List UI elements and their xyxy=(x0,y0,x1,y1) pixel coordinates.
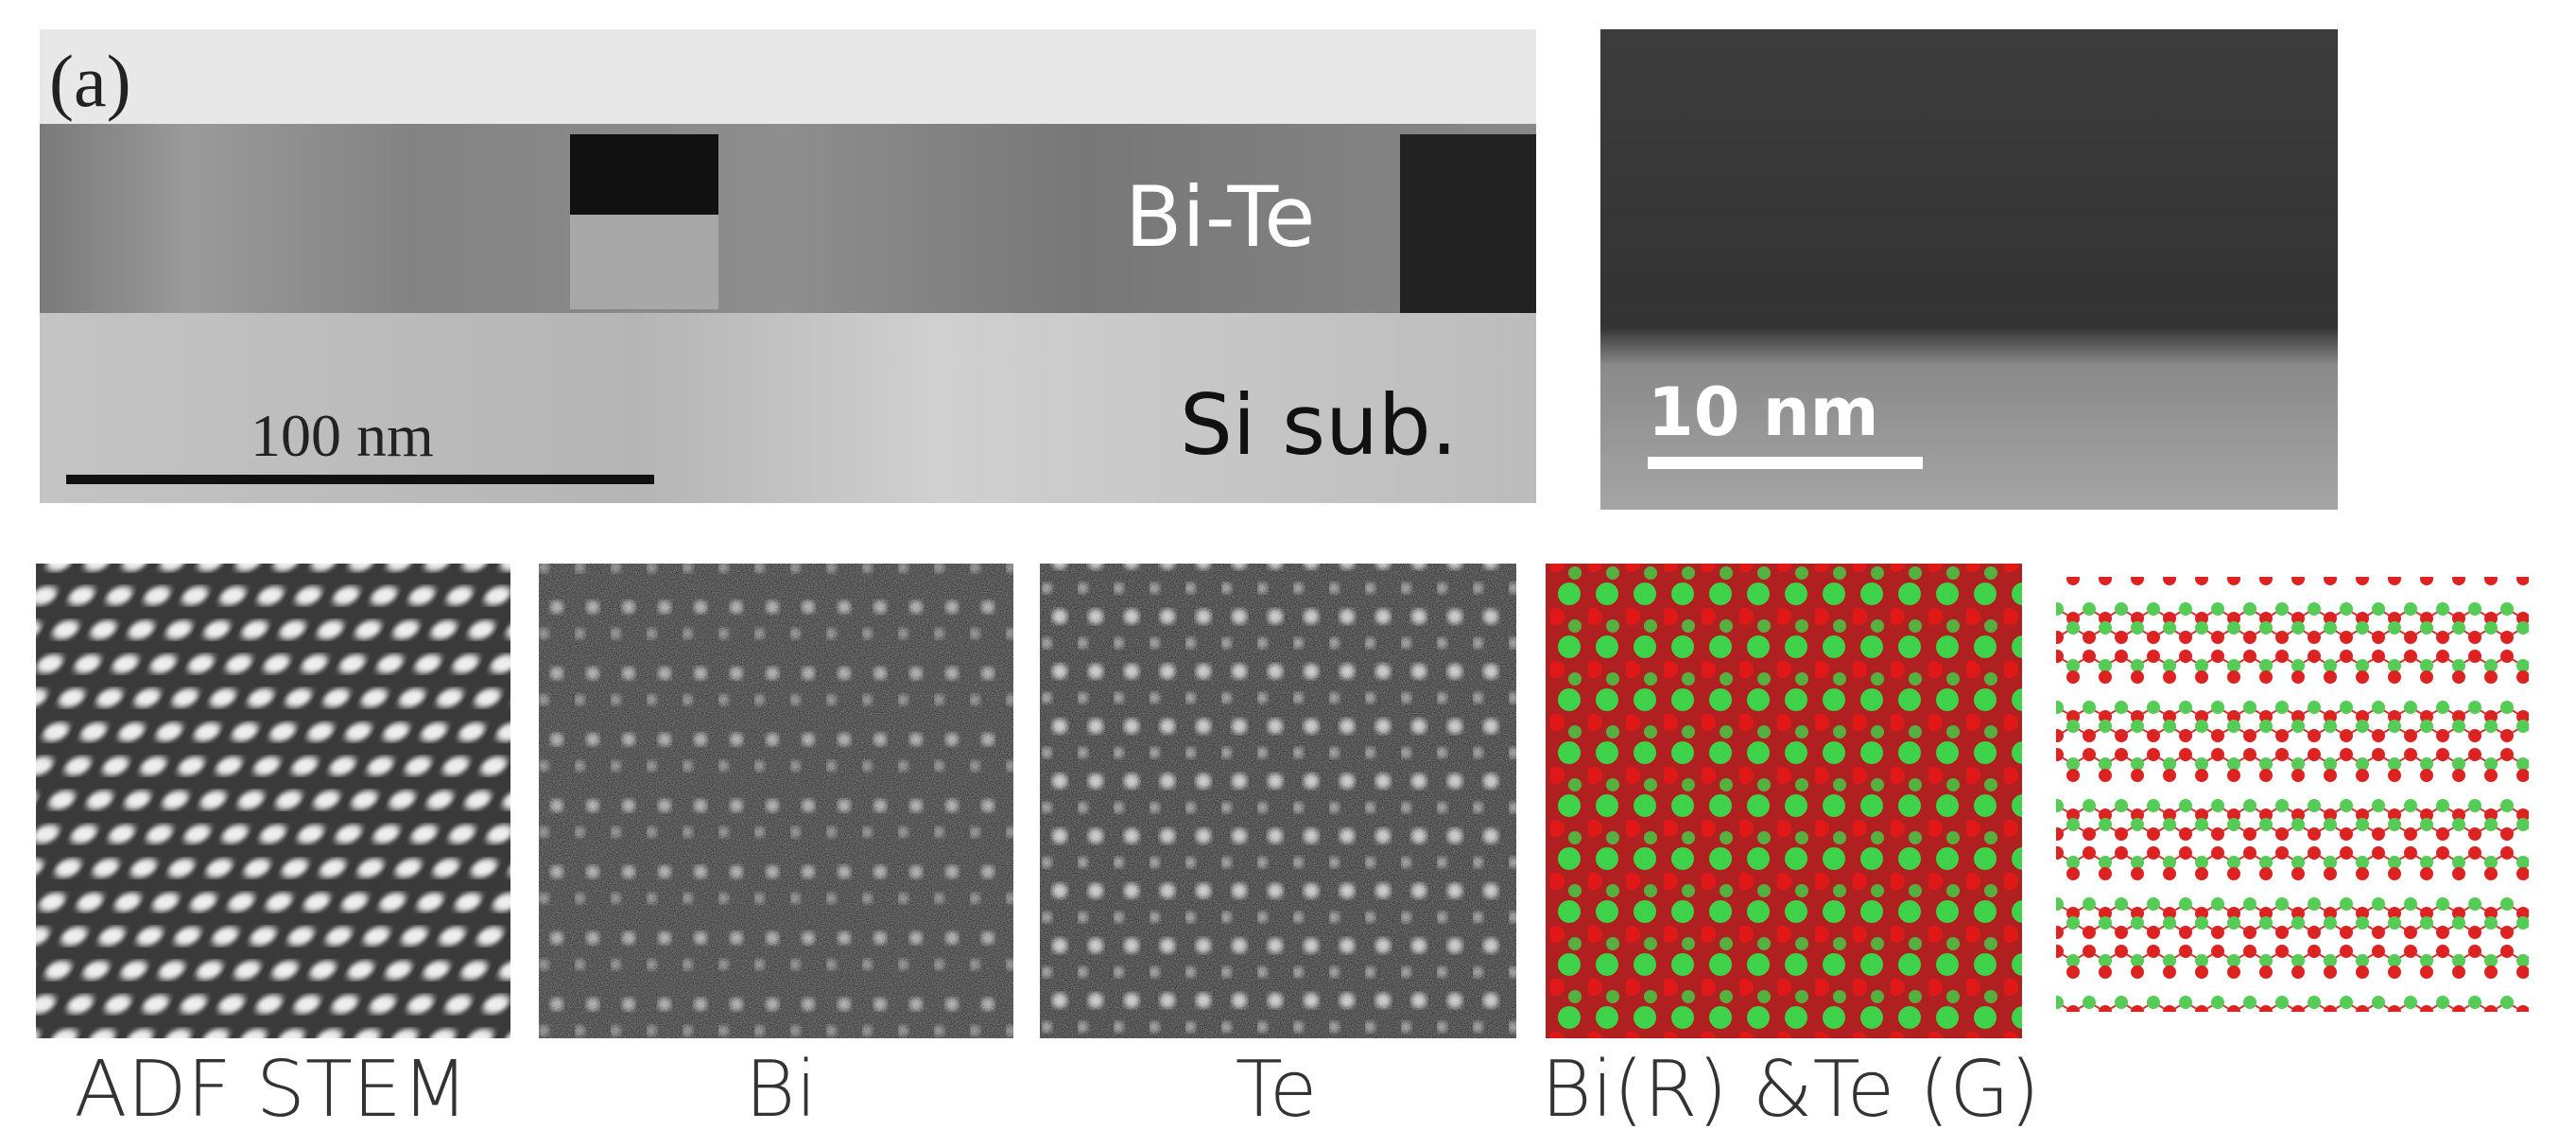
panel-a: (a) Bi-Te Si sub. 100 nm xyxy=(40,29,1536,503)
panel-label: (a) xyxy=(49,40,131,122)
scale-bar-label: 100 nm xyxy=(251,402,434,469)
film-label: Bi-Te xyxy=(1125,168,1315,266)
caption: Bi xyxy=(745,1045,817,1130)
noise xyxy=(539,564,1013,1038)
panel-hr: 10 nm xyxy=(1600,29,2338,510)
atomic-panels xyxy=(36,564,2550,1038)
page: {"panel_a": {"label": "(a)", "film_label… xyxy=(0,0,2576,1130)
figure: (a) Bi-Te Si sub. 100 nm 10 nm ADF STEM … xyxy=(0,0,2576,1130)
substrate-label: Si sub. xyxy=(1180,376,1458,474)
caption: ADF STEM xyxy=(74,1045,468,1130)
captions: ADF STEM Bi Te Bi(R) &Te (G) xyxy=(74,1045,2039,1130)
crystal-model xyxy=(2056,577,2529,1012)
overlay-map xyxy=(1546,564,2022,1038)
scale-bar-label: 10 nm xyxy=(1648,374,1879,451)
adf-image xyxy=(36,564,510,1038)
caption: Te xyxy=(1236,1045,1318,1130)
noise xyxy=(1040,564,1516,1038)
caption: Bi(R) &Te (G) xyxy=(1541,1045,2040,1130)
